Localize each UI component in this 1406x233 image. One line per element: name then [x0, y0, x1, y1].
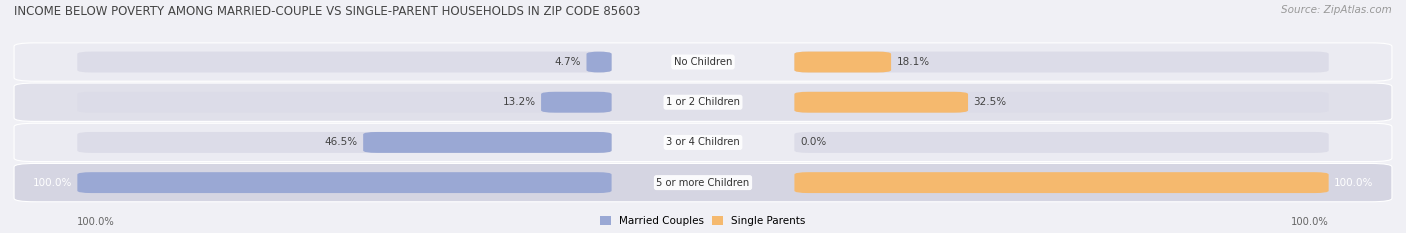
Text: 4.7%: 4.7%: [554, 57, 581, 67]
FancyBboxPatch shape: [794, 172, 1329, 193]
FancyBboxPatch shape: [77, 172, 612, 193]
FancyBboxPatch shape: [14, 123, 1392, 162]
FancyBboxPatch shape: [794, 92, 967, 113]
Text: Source: ZipAtlas.com: Source: ZipAtlas.com: [1281, 5, 1392, 15]
Text: 100.0%: 100.0%: [32, 178, 72, 188]
FancyBboxPatch shape: [363, 132, 612, 153]
FancyBboxPatch shape: [541, 92, 612, 113]
Text: 100.0%: 100.0%: [1291, 217, 1329, 227]
FancyBboxPatch shape: [77, 92, 612, 113]
FancyBboxPatch shape: [14, 164, 1392, 202]
FancyBboxPatch shape: [14, 83, 1392, 121]
FancyBboxPatch shape: [794, 132, 1329, 153]
FancyBboxPatch shape: [586, 51, 612, 72]
Text: 5 or more Children: 5 or more Children: [657, 178, 749, 188]
FancyBboxPatch shape: [794, 172, 1329, 193]
FancyBboxPatch shape: [794, 51, 891, 72]
FancyBboxPatch shape: [794, 92, 1329, 113]
Text: INCOME BELOW POVERTY AMONG MARRIED-COUPLE VS SINGLE-PARENT HOUSEHOLDS IN ZIP COD: INCOME BELOW POVERTY AMONG MARRIED-COUPL…: [14, 5, 641, 18]
Text: 0.0%: 0.0%: [800, 137, 827, 147]
FancyBboxPatch shape: [14, 43, 1392, 81]
Text: 46.5%: 46.5%: [325, 137, 357, 147]
Legend: Married Couples, Single Parents: Married Couples, Single Parents: [600, 216, 806, 226]
FancyBboxPatch shape: [77, 132, 612, 153]
Text: 32.5%: 32.5%: [973, 97, 1007, 107]
FancyBboxPatch shape: [77, 172, 612, 193]
Text: 13.2%: 13.2%: [502, 97, 536, 107]
Text: 100.0%: 100.0%: [1334, 178, 1374, 188]
FancyBboxPatch shape: [77, 51, 612, 72]
Text: No Children: No Children: [673, 57, 733, 67]
Text: 100.0%: 100.0%: [77, 217, 115, 227]
FancyBboxPatch shape: [794, 51, 1329, 72]
Text: 3 or 4 Children: 3 or 4 Children: [666, 137, 740, 147]
Text: 1 or 2 Children: 1 or 2 Children: [666, 97, 740, 107]
Text: 18.1%: 18.1%: [897, 57, 929, 67]
